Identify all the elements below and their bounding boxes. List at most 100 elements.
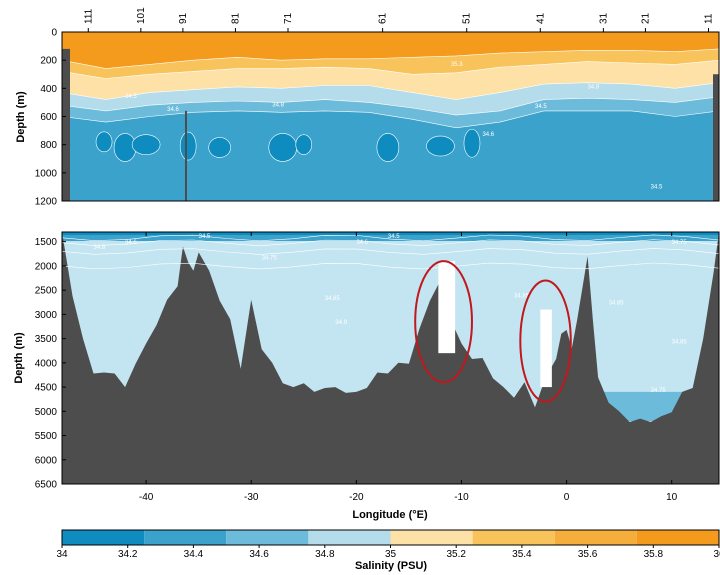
colorbar-tick-label: 34.8 xyxy=(315,549,335,560)
lower-plot-frame xyxy=(61,231,720,485)
colorbar-bin xyxy=(62,530,145,545)
lower-y-tick-label: 5000 xyxy=(35,407,58,418)
upper-contour-label: 34.6 xyxy=(167,107,179,113)
lower-contour-label: 34.5 xyxy=(388,234,400,240)
upper-contour-label: 34.8 xyxy=(272,103,284,109)
lower-contour-line xyxy=(62,262,719,270)
lower-x-axis: -40 -30 -20 -10 0 10 xyxy=(139,232,678,503)
lower-y-tick-label: 5500 xyxy=(35,431,58,442)
lower-y-axis-title: Depth (m) xyxy=(13,332,25,384)
lower-contour-label: 34.9 xyxy=(335,320,347,326)
lower-contour-label: 34.75 xyxy=(262,256,278,262)
station-tick-label: 61 xyxy=(378,12,389,24)
lower-y-tick-label: 6500 xyxy=(35,480,58,491)
colorbar-tick-label: 35.2 xyxy=(446,549,466,560)
x-tick-label: 10 xyxy=(666,492,678,503)
station-tick-label: 81 xyxy=(230,12,241,24)
station-tick-label: 91 xyxy=(178,12,189,24)
upper-y-tick-label: 600 xyxy=(40,112,57,123)
upper-low-salinity-patch xyxy=(131,134,161,155)
lower-salinity-field xyxy=(62,232,719,484)
red-annotation-ellipse xyxy=(414,260,473,384)
upper-low-salinity-patch xyxy=(295,134,313,155)
lower-y-tick-label: 4000 xyxy=(35,358,58,369)
lower-contour-line xyxy=(62,234,719,242)
upper-y-axis: 0 200 400 600 800 1000 1200 xyxy=(35,28,66,208)
upper-contour-label: 34.5 xyxy=(651,184,663,190)
upper-y-tick-label: 0 xyxy=(51,28,57,39)
upper-overlay: 34.5 34.6 34.8 35.3 34.6 34.5 34.8 34.5 xyxy=(125,62,663,191)
upper-contour-label: 34.5 xyxy=(535,104,547,110)
upper-low-salinity-patch xyxy=(179,131,197,161)
lower-overlay: 34.8 34.6 34.5 34.5 34.6 34.75 34.85 34.85 34.9 3… xyxy=(62,234,719,403)
colorbar-bin xyxy=(554,530,637,545)
lower-contour-line xyxy=(62,248,719,255)
x-tick-label: -10 xyxy=(454,492,469,503)
colorbar-tick-label: 35 xyxy=(385,549,397,560)
upper-left-wall xyxy=(62,48,70,201)
upper-low-salinity-patch xyxy=(463,128,481,158)
colorbar-bin xyxy=(144,530,227,545)
colorbar-tick-label: 35.6 xyxy=(578,549,598,560)
upper-right-wall xyxy=(713,74,719,201)
x-tick-label: -40 xyxy=(139,492,154,503)
lower-y-tick-label: 2000 xyxy=(35,261,58,272)
station-tick-label: 11 xyxy=(703,13,714,24)
station-tick-label: 111 xyxy=(83,8,94,24)
upper-y-tick-label: 400 xyxy=(40,84,57,95)
colorbar-bin xyxy=(308,530,391,545)
colorbar-tick-label: 34 xyxy=(56,549,68,560)
upper-salinity-field xyxy=(62,32,719,201)
lower-y-axis: 1500 2000 2500 3000 3500 4000 4500 5000 5500 6000… xyxy=(35,237,66,491)
station-tick-label: 41 xyxy=(535,12,546,24)
lower-contour-label: 34.5 xyxy=(199,234,211,240)
station-tick-label: 101 xyxy=(136,7,147,24)
lower-contour-label: 34.6 xyxy=(356,240,368,246)
x-tick-label: 0 xyxy=(564,492,570,503)
lower-y-tick-label: 4500 xyxy=(35,383,58,394)
station-tick-label: 31 xyxy=(598,12,609,24)
lower-y-tick-label: 3000 xyxy=(35,310,58,321)
upper-panel: 34.5 34.6 34.8 35.3 34.6 34.5 34.8 34.5 0 200 400… xyxy=(15,7,720,208)
colorbar-bin xyxy=(472,530,555,545)
lower-contour-line xyxy=(62,239,719,247)
lower-contour-label: 34.75 xyxy=(672,240,688,246)
lower-y-tick-label: 1500 xyxy=(35,237,58,248)
lower-surface-band xyxy=(62,232,719,241)
upper-y-tick-label: 800 xyxy=(40,140,57,151)
lower-data-gap xyxy=(540,309,552,388)
red-annotation-ellipse xyxy=(519,279,572,403)
colorbar-tick-label: 35.4 xyxy=(512,549,532,560)
lower-data-gap xyxy=(438,261,456,354)
colorbar-bin xyxy=(226,530,309,545)
colorbar-tick-label: 34.6 xyxy=(249,549,269,560)
upper-layer-35.8 xyxy=(62,32,719,69)
lower-contour-label: 34.85 xyxy=(672,339,688,345)
colorbar-tick-label: 34.2 xyxy=(118,549,138,560)
upper-low-salinity-patch xyxy=(208,137,231,158)
upper-contour-label: 34.6 xyxy=(482,132,494,138)
salinity-colorbar: 34 34.2 34.4 34.6 34.8 35 35.2 35.4 35.6 35.8 36 xyxy=(56,529,720,560)
upper-contour-label: 34.5 xyxy=(125,94,137,100)
station-tick-label: 51 xyxy=(462,12,473,24)
colorbar-tick-label: 34.4 xyxy=(184,549,204,560)
x-tick-label: -30 xyxy=(244,492,259,503)
x-tick-label: -20 xyxy=(349,492,364,503)
x-axis-title: Longitude (°E) xyxy=(352,509,428,521)
colorbar-tick-label: 35.8 xyxy=(644,549,664,560)
lower-y-tick-label: 3500 xyxy=(35,334,58,345)
upper-low-salinity-patch xyxy=(376,133,400,162)
lower-contour-label: 34.85 xyxy=(609,301,625,307)
station-tick-label: 21 xyxy=(640,12,651,24)
colorbar-bin xyxy=(636,530,719,545)
lower-contour-label: 34.8 xyxy=(94,245,106,251)
upper-low-salinity-patch xyxy=(426,135,455,157)
upper-contour-label: 34.8 xyxy=(588,84,600,90)
lower-y-tick-label: 6000 xyxy=(35,455,58,466)
lower-y-tick-label: 2500 xyxy=(35,286,58,297)
upper-y-tick-label: 1000 xyxy=(35,168,58,179)
lower-surface-band-dark xyxy=(62,232,719,235)
lower-panel: 34.8 34.6 34.5 34.5 34.6 34.75 34.85 34.85 34.9 3… xyxy=(13,231,720,521)
colorbar-tick-label: 36 xyxy=(713,549,720,560)
colorbar-bin xyxy=(390,530,473,545)
